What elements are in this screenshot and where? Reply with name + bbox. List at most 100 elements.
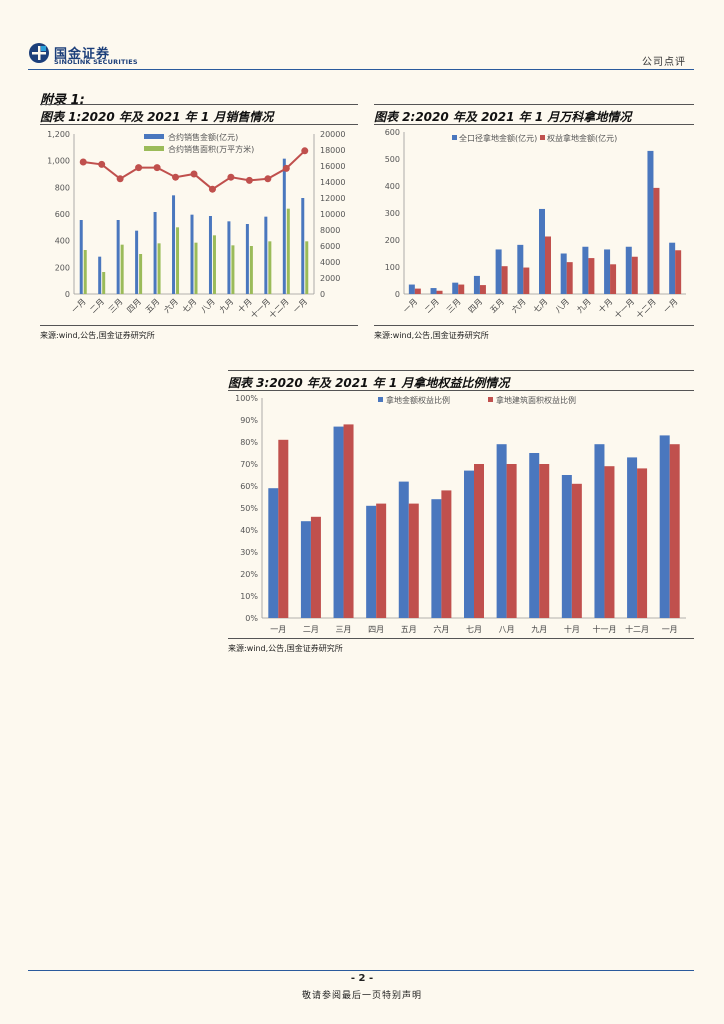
legend-label-2: 权益拿地金额(亿元) <box>547 133 617 143</box>
bar-1 <box>268 488 279 618</box>
header-divider <box>28 69 694 70</box>
bar-1 <box>408 284 415 294</box>
y2-tick-label: 14000 <box>320 178 345 187</box>
legend-swatch-1 <box>144 134 164 139</box>
price-point <box>172 173 180 181</box>
bar-2 <box>631 256 638 294</box>
bar-1 <box>669 242 676 294</box>
bar-2 <box>479 285 486 294</box>
bar-2 <box>604 466 615 618</box>
y-tick-label: 100% <box>235 394 258 403</box>
y-tick-label: 0 <box>395 290 400 299</box>
price-point <box>190 170 198 178</box>
bar-2 <box>305 241 309 294</box>
bar-1 <box>560 253 567 294</box>
bar-2 <box>408 503 419 618</box>
company-logo: 国金证券 SINOLINK SECURITIES <box>28 42 138 68</box>
legend-label-2: 合约销售面积(万平方米) <box>168 144 254 154</box>
bar-2 <box>286 208 290 294</box>
y-tick-label: 0 <box>65 290 70 299</box>
footer-divider <box>28 970 694 971</box>
bar-1 <box>495 249 502 294</box>
y-tick-label: 600 <box>385 128 400 137</box>
bar-2 <box>474 464 484 618</box>
y2-tick-label: 10000 <box>320 210 345 219</box>
bar-1 <box>245 224 249 294</box>
bar-1 <box>172 195 176 294</box>
bar-2 <box>610 264 617 294</box>
legend-swatch-1 <box>452 135 457 140</box>
fig1-title: 图表 1:2020 年及 2021 年 1 月销售情况 <box>40 110 274 124</box>
x-tick-label: 四月 <box>467 297 485 315</box>
fig1-source: 来源:wind,公告,国金证券研究所 <box>40 331 155 340</box>
y-tick-label: 50% <box>240 504 258 513</box>
y2-tick-label: 16000 <box>320 162 345 171</box>
bar-2 <box>268 241 272 294</box>
x-tick-label: 一月 <box>70 297 88 315</box>
bar-2 <box>545 236 551 294</box>
bar-2 <box>212 235 216 294</box>
y-tick-label: 20% <box>240 570 258 579</box>
fig1-top-rule <box>40 104 358 105</box>
bar-1 <box>79 220 83 294</box>
legend-swatch-1 <box>378 397 383 402</box>
fig2-bottom-rule <box>374 325 694 326</box>
bar-1 <box>301 198 305 294</box>
x-tick-label: 八月 <box>553 297 571 315</box>
bar-2 <box>83 250 87 294</box>
y2-tick-label: 0 <box>320 290 325 299</box>
y-tick-label: 0% <box>245 614 258 623</box>
x-tick-label: 十月 <box>564 624 580 634</box>
bar-2 <box>523 267 530 294</box>
bar-2 <box>139 254 143 294</box>
bar-1 <box>594 444 605 618</box>
bar-2 <box>157 243 161 294</box>
price-point <box>79 158 87 166</box>
bar-2 <box>231 245 235 294</box>
logo-mark-icon <box>29 43 49 63</box>
x-tick-label: 十二月 <box>625 624 649 634</box>
logo-text-cn: 国金证券 <box>54 47 111 62</box>
bar-1 <box>264 216 268 294</box>
bar-1 <box>208 216 212 294</box>
y2-tick-label: 12000 <box>320 194 345 203</box>
bar-1 <box>473 275 480 294</box>
bar-2 <box>414 288 421 294</box>
bar-2 <box>501 266 508 294</box>
y2-tick-label: 18000 <box>320 146 345 155</box>
bar-1 <box>561 475 572 618</box>
y-tick-label: 80% <box>240 438 258 447</box>
y-tick-label: 400 <box>55 237 70 246</box>
y-tick-label: 200 <box>385 236 400 245</box>
bar-2 <box>669 444 680 618</box>
logo-text-en: SINOLINK SECURITIES <box>54 58 138 66</box>
bar-1 <box>582 246 589 294</box>
y-tick-label: 600 <box>55 210 70 219</box>
bar-1 <box>452 282 459 294</box>
bar-1 <box>604 249 611 294</box>
bar-1 <box>517 244 524 294</box>
bar-2 <box>102 272 106 294</box>
y-tick-label: 300 <box>385 209 400 218</box>
y-tick-label: 200 <box>55 263 70 272</box>
bar-2 <box>310 516 321 618</box>
bar-1 <box>539 208 545 294</box>
price-line <box>83 150 306 191</box>
fig3-title-rule <box>228 390 694 391</box>
x-tick-label: 七月 <box>181 297 199 315</box>
x-tick-label: 三月 <box>336 625 352 634</box>
chart-equity-ratio: 0% 10% 20% 30% 40% 50% 60% 70% 80% 90% 100% 一月 二月 三月 四… <box>235 394 686 634</box>
bar-1 <box>625 246 632 294</box>
x-tick-label: 八月 <box>499 625 515 634</box>
x-tick-label: 一月 <box>292 297 310 315</box>
bar-2 <box>278 439 289 618</box>
bar-1 <box>398 481 409 618</box>
x-tick-label: 十二月 <box>267 296 291 320</box>
y-tick-label: 40% <box>240 526 258 535</box>
x-tick-label: 四月 <box>368 625 384 634</box>
x-tick-label: 二月 <box>303 625 319 634</box>
bar-2 <box>458 284 465 294</box>
bar-1 <box>464 470 474 618</box>
x-tick-label: 十一月 <box>592 624 616 634</box>
